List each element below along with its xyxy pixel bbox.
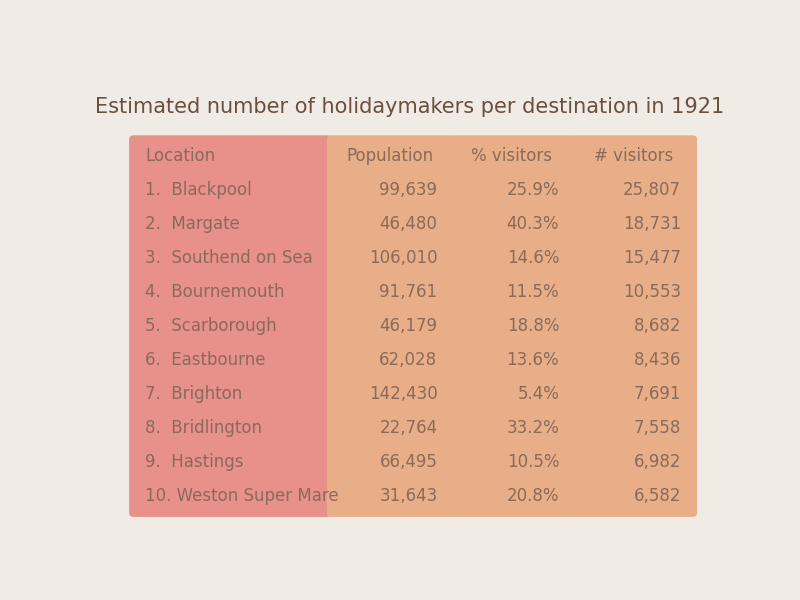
Text: 1.  Blackpool: 1. Blackpool	[146, 181, 252, 199]
Text: 2.  Margate: 2. Margate	[146, 215, 240, 233]
FancyBboxPatch shape	[129, 135, 332, 517]
Text: 6.  Eastbourne: 6. Eastbourne	[146, 351, 266, 369]
Text: Population: Population	[346, 147, 434, 165]
Text: 14.6%: 14.6%	[506, 249, 559, 267]
Text: 4.  Bournemouth: 4. Bournemouth	[146, 283, 285, 301]
Text: 7,691: 7,691	[634, 385, 681, 403]
Text: 31,643: 31,643	[379, 487, 438, 505]
Text: 46,480: 46,480	[380, 215, 438, 233]
Text: 62,028: 62,028	[379, 351, 438, 369]
Text: 7.  Brighton: 7. Brighton	[146, 385, 242, 403]
Text: 18.8%: 18.8%	[506, 317, 559, 335]
Text: 8,436: 8,436	[634, 351, 681, 369]
Text: 13.6%: 13.6%	[506, 351, 559, 369]
Text: 10,553: 10,553	[623, 283, 681, 301]
Text: 106,010: 106,010	[369, 249, 438, 267]
Text: 11.5%: 11.5%	[506, 283, 559, 301]
Text: 5.  Scarborough: 5. Scarborough	[146, 317, 277, 335]
Text: 18,731: 18,731	[622, 215, 681, 233]
Text: Location: Location	[146, 147, 215, 165]
Text: 5.4%: 5.4%	[518, 385, 559, 403]
Text: 8,682: 8,682	[634, 317, 681, 335]
Text: 46,179: 46,179	[379, 317, 438, 335]
Text: 20.8%: 20.8%	[506, 487, 559, 505]
Text: 8.  Bridlington: 8. Bridlington	[146, 419, 262, 437]
Text: 33.2%: 33.2%	[506, 419, 559, 437]
Text: 40.3%: 40.3%	[506, 215, 559, 233]
FancyBboxPatch shape	[449, 135, 575, 517]
Text: 66,495: 66,495	[380, 453, 438, 471]
Text: 9.  Hastings: 9. Hastings	[146, 453, 244, 471]
Text: 142,430: 142,430	[369, 385, 438, 403]
Text: 25,807: 25,807	[623, 181, 681, 199]
Text: 10.5%: 10.5%	[506, 453, 559, 471]
Text: % visitors: % visitors	[471, 147, 553, 165]
Text: 6,982: 6,982	[634, 453, 681, 471]
Text: 25.9%: 25.9%	[506, 181, 559, 199]
FancyBboxPatch shape	[327, 135, 454, 517]
Text: Estimated number of holidaymakers per destination in 1921: Estimated number of holidaymakers per de…	[95, 97, 725, 118]
Text: 22,764: 22,764	[379, 419, 438, 437]
FancyBboxPatch shape	[570, 135, 697, 517]
Text: 7,558: 7,558	[634, 419, 681, 437]
Text: 3.  Southend on Sea: 3. Southend on Sea	[146, 249, 313, 267]
Text: 10. Weston Super Mare: 10. Weston Super Mare	[146, 487, 339, 505]
Text: 6,582: 6,582	[634, 487, 681, 505]
Text: 15,477: 15,477	[623, 249, 681, 267]
Text: # visitors: # visitors	[594, 147, 674, 165]
Text: 91,761: 91,761	[379, 283, 438, 301]
Text: 99,639: 99,639	[379, 181, 438, 199]
